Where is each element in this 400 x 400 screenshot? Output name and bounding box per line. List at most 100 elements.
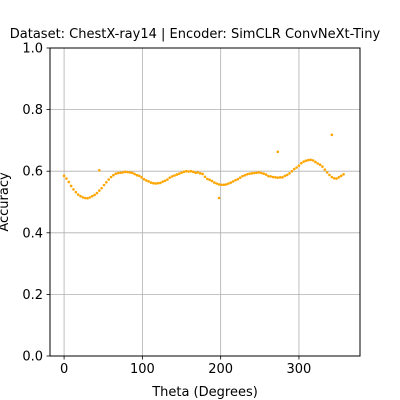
data-point — [309, 158, 312, 162]
y-axis-label: Accuracy — [0, 172, 12, 232]
y-tick-label: 0.0 — [22, 350, 43, 365]
data-point — [274, 176, 277, 179]
data-point — [297, 164, 301, 167]
data-point — [67, 180, 71, 184]
data-point — [135, 173, 139, 177]
data-point — [191, 170, 195, 174]
data-point — [332, 176, 336, 180]
data-point — [140, 176, 143, 179]
data-point — [210, 179, 214, 183]
data-point — [95, 191, 99, 195]
data-point — [285, 173, 289, 177]
data-point — [318, 163, 322, 167]
data-point — [215, 182, 219, 185]
data-point — [173, 174, 176, 177]
data-point — [281, 176, 284, 179]
data-point — [234, 178, 237, 182]
data-point — [243, 173, 247, 177]
data-point — [302, 160, 305, 163]
data-point — [166, 178, 169, 181]
data-point — [74, 190, 78, 194]
plot-frame — [49, 47, 361, 357]
data-point — [144, 179, 148, 182]
data-point — [227, 182, 230, 185]
data-point — [121, 171, 125, 174]
data-point — [295, 166, 298, 169]
data-points — [62, 133, 345, 200]
data-point — [208, 178, 211, 182]
data-point — [189, 169, 193, 173]
data-point — [342, 172, 345, 176]
data-point — [321, 165, 324, 168]
data-point — [323, 168, 327, 171]
data-point — [231, 180, 235, 183]
chart-title: Dataset: ChestX-ray14 | Encoder: SimCLR … — [10, 27, 381, 42]
data-point — [161, 180, 165, 183]
data-point — [304, 159, 308, 163]
data-point — [130, 171, 134, 175]
y-tick-label: 1.0 — [22, 42, 43, 57]
data-point — [69, 184, 73, 188]
data-point — [260, 171, 263, 175]
data-point — [236, 177, 240, 181]
data-point — [187, 170, 190, 173]
y-tick-label: 0.8 — [22, 103, 43, 118]
data-point — [126, 170, 129, 174]
data-point — [241, 174, 244, 178]
data-point — [276, 150, 280, 154]
data-point — [325, 171, 329, 174]
data-point — [175, 173, 179, 176]
data-point — [339, 174, 343, 178]
data-point — [109, 175, 113, 179]
data-point — [88, 196, 92, 199]
data-point — [199, 172, 202, 175]
data-point — [276, 176, 280, 179]
data-point — [229, 181, 233, 184]
data-point — [123, 170, 127, 174]
data-point — [156, 181, 160, 185]
data-point — [72, 188, 75, 191]
data-point — [257, 171, 261, 174]
data-point — [248, 172, 251, 175]
data-point — [98, 168, 101, 172]
data-point — [107, 178, 111, 181]
data-point — [65, 177, 68, 180]
data-point — [311, 159, 315, 162]
data-point — [98, 189, 101, 192]
data-point — [112, 173, 115, 177]
y-tick-label: 0.4 — [22, 226, 43, 241]
data-point — [100, 186, 103, 190]
x-tick-label: 300 — [287, 362, 312, 377]
data-point — [328, 173, 331, 177]
data-point — [90, 194, 94, 198]
x-tick-label: 200 — [208, 362, 233, 377]
data-point — [267, 174, 270, 178]
data-point — [316, 162, 320, 165]
data-point — [337, 176, 341, 179]
data-point — [133, 172, 136, 176]
data-point — [163, 179, 167, 183]
data-point — [194, 171, 197, 175]
data-point — [182, 170, 186, 174]
data-point — [83, 196, 87, 200]
data-point — [170, 175, 174, 178]
data-point — [102, 183, 106, 187]
data-point — [307, 158, 310, 162]
data-point — [105, 180, 108, 184]
data-point — [314, 160, 317, 164]
data-point — [264, 173, 268, 176]
data-point — [217, 183, 221, 186]
data-point — [79, 194, 82, 198]
data-point — [203, 175, 207, 179]
data-point — [245, 172, 249, 176]
data-point — [147, 180, 150, 183]
data-point — [292, 167, 296, 171]
data-point — [262, 172, 266, 175]
data-point — [238, 176, 242, 179]
y-tick-label: 0.2 — [22, 288, 43, 303]
data-point — [290, 169, 294, 173]
data-point — [196, 171, 200, 174]
data-point — [213, 181, 216, 184]
axis-ticks: 0 100 200 300 0.0 0.2 0.4 0.6 0.8 1.0 — [22, 42, 311, 378]
